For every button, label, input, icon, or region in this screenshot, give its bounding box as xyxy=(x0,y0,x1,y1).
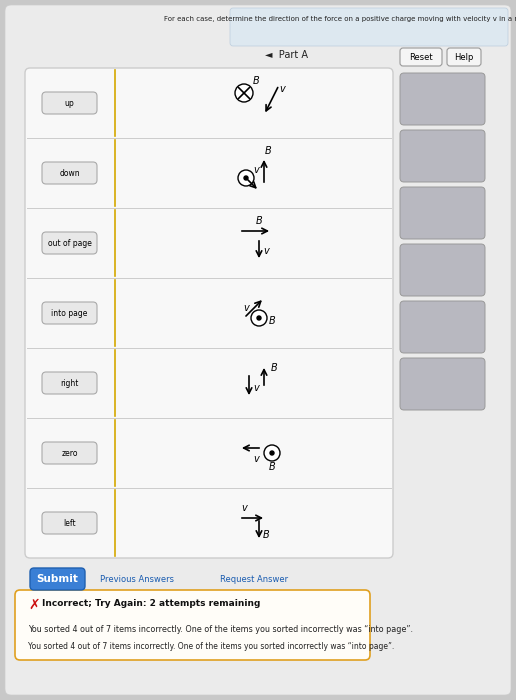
FancyBboxPatch shape xyxy=(42,92,97,114)
Text: right: right xyxy=(60,379,78,388)
Circle shape xyxy=(235,84,253,102)
Text: Help: Help xyxy=(454,52,474,62)
FancyBboxPatch shape xyxy=(447,48,481,66)
FancyBboxPatch shape xyxy=(400,187,485,239)
Text: For each case, determine the direction of the force on a positive charge moving : For each case, determine the direction o… xyxy=(164,16,516,22)
Text: zero: zero xyxy=(61,449,78,458)
Text: B: B xyxy=(269,316,276,326)
Circle shape xyxy=(257,316,261,320)
Circle shape xyxy=(238,170,254,186)
Text: B: B xyxy=(263,530,269,540)
Text: You sorted 4 out of 7 items incorrectly. One of the items you sorted incorrectly: You sorted 4 out of 7 items incorrectly.… xyxy=(28,642,394,651)
Text: v: v xyxy=(253,383,259,393)
FancyBboxPatch shape xyxy=(15,590,370,660)
FancyBboxPatch shape xyxy=(30,568,85,590)
Circle shape xyxy=(244,176,248,180)
FancyBboxPatch shape xyxy=(42,302,97,324)
Text: Request Answer: Request Answer xyxy=(220,575,288,584)
Text: left: left xyxy=(63,519,76,528)
Text: ◄  Part A: ◄ Part A xyxy=(265,50,308,60)
FancyBboxPatch shape xyxy=(230,8,508,46)
Text: B: B xyxy=(253,76,260,86)
FancyBboxPatch shape xyxy=(400,73,485,125)
FancyBboxPatch shape xyxy=(5,5,511,695)
Text: B: B xyxy=(269,462,276,472)
Text: up: up xyxy=(64,99,74,108)
Text: v: v xyxy=(263,246,269,256)
FancyBboxPatch shape xyxy=(400,48,442,66)
Text: ✗: ✗ xyxy=(28,598,40,612)
FancyBboxPatch shape xyxy=(42,232,97,254)
FancyBboxPatch shape xyxy=(400,130,485,182)
Text: v: v xyxy=(279,84,285,94)
Text: Previous Answers: Previous Answers xyxy=(100,575,174,584)
Circle shape xyxy=(270,451,274,455)
Text: B: B xyxy=(270,363,278,373)
FancyBboxPatch shape xyxy=(42,162,97,184)
Text: down: down xyxy=(59,169,80,178)
FancyBboxPatch shape xyxy=(42,372,97,394)
Text: Reset: Reset xyxy=(409,52,433,62)
Text: B: B xyxy=(265,146,271,156)
FancyBboxPatch shape xyxy=(400,244,485,296)
Text: v: v xyxy=(253,165,259,175)
Text: v: v xyxy=(241,503,247,513)
FancyBboxPatch shape xyxy=(25,68,393,558)
FancyBboxPatch shape xyxy=(42,442,97,464)
FancyBboxPatch shape xyxy=(400,358,485,410)
Text: B: B xyxy=(255,216,262,226)
Text: out of page: out of page xyxy=(47,239,91,248)
Text: v: v xyxy=(253,454,259,464)
FancyBboxPatch shape xyxy=(400,301,485,353)
Text: into page: into page xyxy=(51,309,88,318)
Text: You sorted 4 out of 7 items incorrectly. One of the items you sorted incorrectly: You sorted 4 out of 7 items incorrectly.… xyxy=(28,625,413,634)
Text: Submit: Submit xyxy=(36,574,78,584)
Text: v: v xyxy=(243,303,249,313)
FancyBboxPatch shape xyxy=(42,512,97,534)
Circle shape xyxy=(264,445,280,461)
Circle shape xyxy=(251,310,267,326)
Text: Incorrect; Try Again: 2 attempts remaining: Incorrect; Try Again: 2 attempts remaini… xyxy=(42,599,261,608)
